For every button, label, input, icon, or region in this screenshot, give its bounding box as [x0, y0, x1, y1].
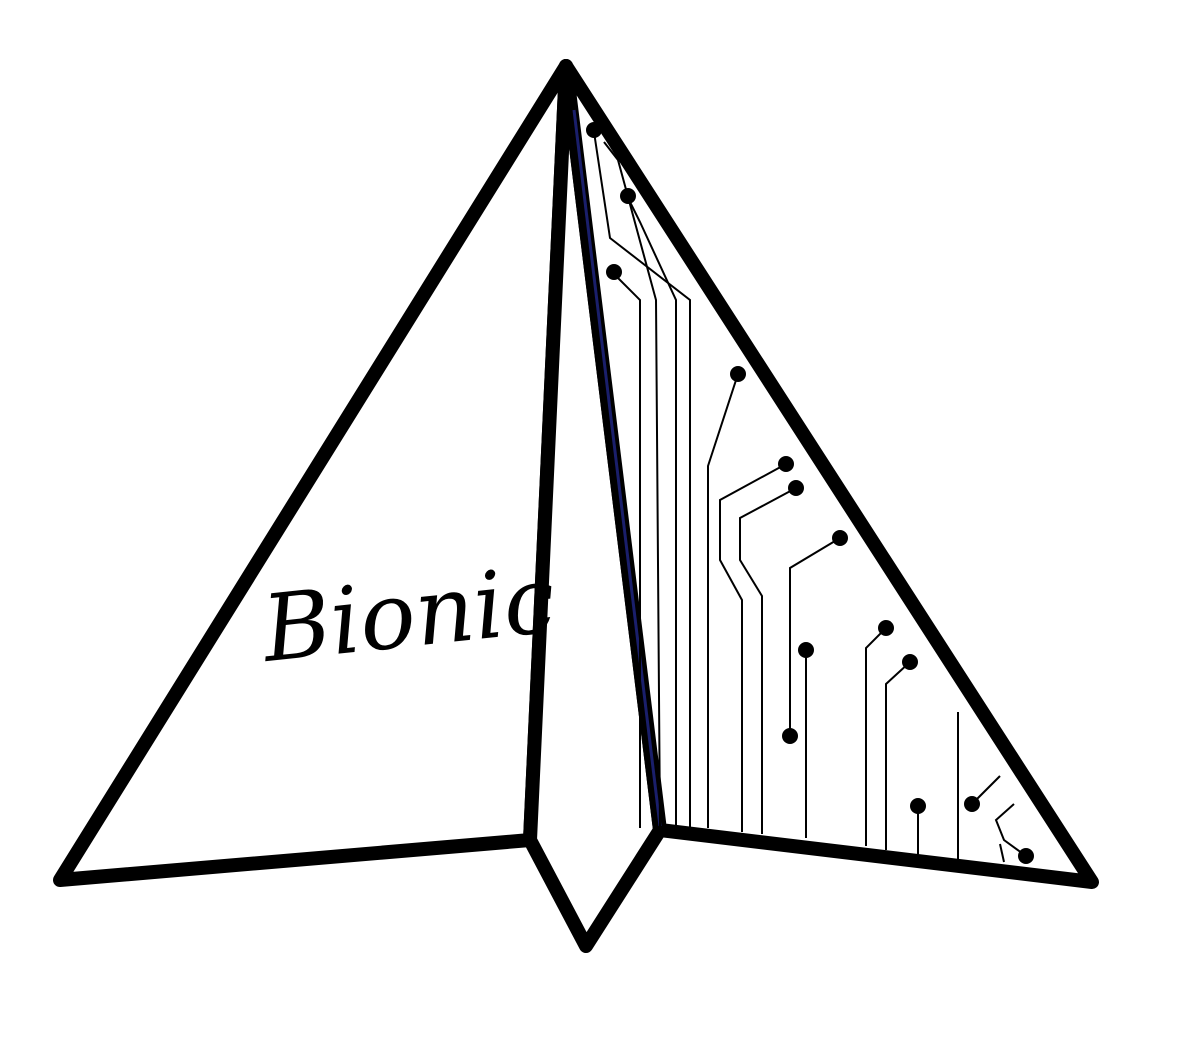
- circuit-node: [606, 264, 622, 280]
- circuit-node: [782, 728, 798, 744]
- circuit-node: [902, 654, 918, 670]
- fold-accent-line: [572, 109, 662, 827]
- circuit-node: [878, 620, 894, 636]
- circuit-traces: [593, 131, 1027, 863]
- circuit-node: [586, 122, 602, 138]
- circuit-node: [798, 642, 814, 658]
- left-wing: [53, 59, 573, 887]
- circuit-node: [788, 480, 804, 496]
- circuit-node: [1018, 848, 1034, 864]
- circuit-nodes: [586, 122, 1034, 864]
- circuit-node: [832, 530, 848, 546]
- circuit-node: [778, 456, 794, 472]
- circuit-node: [730, 366, 746, 382]
- circuit-node: [964, 796, 980, 812]
- circuit-node: [620, 188, 636, 204]
- right-wing: [559, 59, 1099, 889]
- circuit-node: [910, 798, 926, 814]
